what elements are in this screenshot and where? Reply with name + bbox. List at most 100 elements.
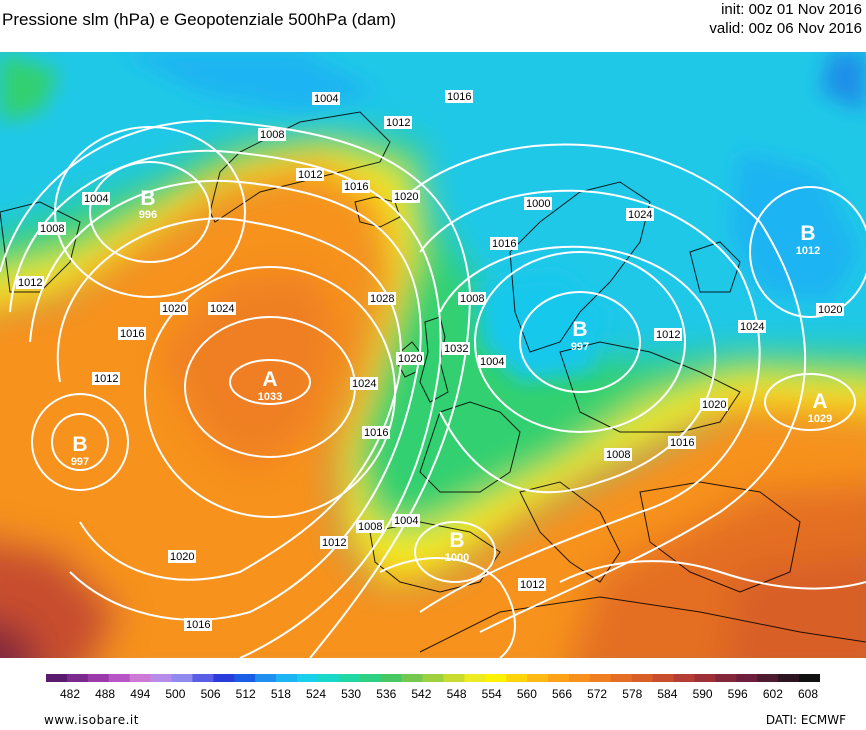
color-swatch [129, 674, 152, 682]
isobar-label: 1028 [370, 293, 394, 305]
center-value: 1033 [258, 391, 282, 403]
color-scale-tick: 602 [763, 687, 783, 701]
center-value: 1012 [796, 245, 820, 257]
isobars [0, 119, 866, 658]
isobar-label: 1004 [394, 515, 418, 527]
color-scale-tick: 500 [165, 687, 185, 701]
color-swatch [652, 674, 675, 682]
color-scale-ticks: 482 488 494 500 506 512 518 524 530 536 542 548 554 5… [60, 687, 818, 701]
color-scale-tick: 584 [657, 687, 677, 701]
isobar-label: 1020 [398, 353, 422, 365]
color-scale-tick: 524 [306, 687, 326, 701]
color-swatch [610, 674, 633, 682]
valid-time: valid: 00z 06 Nov 2016 [709, 20, 862, 37]
color-scale-tick: 590 [693, 687, 713, 701]
low-center: B 996 [139, 187, 157, 221]
color-scale-tick: 578 [622, 687, 642, 701]
weather-map: 1004 1008 1012 1016 1020 1024 1028 1020 … [0, 52, 866, 658]
color-scale-tick: 542 [411, 687, 431, 701]
color-swatch [297, 674, 319, 682]
isobar-label: 1008 [460, 293, 484, 305]
isobar-label: 1016 [492, 238, 516, 250]
color-scale-tick: 596 [728, 687, 748, 701]
isobar-label: 1024 [628, 209, 652, 221]
color-scale-tick: 608 [798, 687, 818, 701]
color-scale-tick: 554 [482, 687, 502, 701]
isobar-label: 1024 [210, 303, 234, 315]
color-scale-tick: 494 [130, 687, 150, 701]
color-swatch [673, 674, 696, 682]
center-letter: B [572, 318, 587, 341]
init-time: init: 00z 01 Nov 2016 [721, 1, 862, 18]
high-center: A 1033 [258, 368, 282, 403]
center-value: 1000 [445, 552, 469, 564]
low-center: B 1012 [796, 222, 820, 257]
color-scale-tick: 488 [95, 687, 115, 701]
center-letter: A [262, 368, 277, 391]
isobar-label: 1008 [606, 449, 630, 461]
isobar-label: 1020 [818, 304, 842, 316]
isobar-label: 1020 [702, 399, 726, 411]
color-swatch [799, 674, 820, 682]
center-letter: A [812, 390, 827, 413]
color-scale-tick: 560 [517, 687, 537, 701]
low-center: B 997 [71, 433, 89, 468]
isobar-label: 1008 [40, 223, 64, 235]
isobar-label: 1000 [526, 198, 550, 210]
color-swatch [87, 674, 110, 682]
isobar-label: 1024 [740, 321, 764, 333]
isobar-label: 1020 [170, 551, 194, 563]
color-swatch [548, 674, 570, 682]
isobar-label: 1016 [120, 328, 144, 340]
isobar-label: 1016 [344, 181, 368, 193]
color-swatch [66, 674, 89, 682]
center-value: 996 [139, 209, 157, 221]
color-swatch [568, 674, 591, 682]
isobar-label: 1032 [444, 343, 468, 355]
color-scale-tick: 518 [271, 687, 291, 701]
color-swatch [213, 674, 235, 682]
isobar-label: 1012 [386, 117, 410, 129]
color-swatch [359, 674, 382, 682]
color-swatch [150, 674, 173, 682]
color-scale-tick: 566 [552, 687, 572, 701]
isobar-label: 1016 [447, 91, 471, 103]
data-source: DATI: ECMWF [765, 713, 846, 727]
isobar-label: 1004 [314, 93, 338, 105]
color-swatch [317, 674, 340, 682]
color-swatch [380, 674, 403, 682]
color-scale-tick: 572 [587, 687, 607, 701]
coastlines [0, 111, 866, 653]
color-swatch [631, 674, 654, 682]
color-swatch [589, 674, 612, 682]
center-value: 1029 [808, 413, 832, 425]
isobar-label: 1016 [670, 437, 694, 449]
color-swatch [276, 674, 298, 682]
isobar-labels: 1004 1008 1012 1016 1020 1024 1028 1020 … [16, 90, 844, 631]
color-scale-tick: 482 [60, 687, 80, 701]
color-swatch [338, 674, 361, 682]
low-center: B 1000 [445, 529, 469, 564]
color-swatch [422, 674, 445, 682]
low-center: B 997 [571, 318, 589, 353]
color-swatch [255, 674, 277, 682]
color-scale-tick: 512 [236, 687, 256, 701]
center-letter: B [800, 222, 815, 245]
color-swatch [527, 674, 549, 682]
color-scale-tick: 536 [376, 687, 396, 701]
color-scale-tick: 530 [341, 687, 361, 701]
color-swatch [234, 674, 256, 682]
isobar-label: 1020 [394, 191, 418, 203]
isobar-label: 1012 [298, 169, 322, 181]
isobar-label: 1004 [84, 193, 108, 205]
color-swatch [694, 674, 717, 682]
run-info: init: 00z 01 Nov 2016 valid: 00z 06 Nov … [709, 0, 862, 38]
color-swatch [757, 674, 779, 682]
color-swatch [443, 674, 465, 682]
color-swatch [192, 674, 214, 682]
color-swatch [715, 674, 737, 682]
center-letter: B [140, 187, 155, 210]
isobar-label: 1012 [18, 277, 42, 289]
isobar-label: 1024 [352, 378, 376, 390]
high-center: A 1029 [808, 390, 832, 425]
